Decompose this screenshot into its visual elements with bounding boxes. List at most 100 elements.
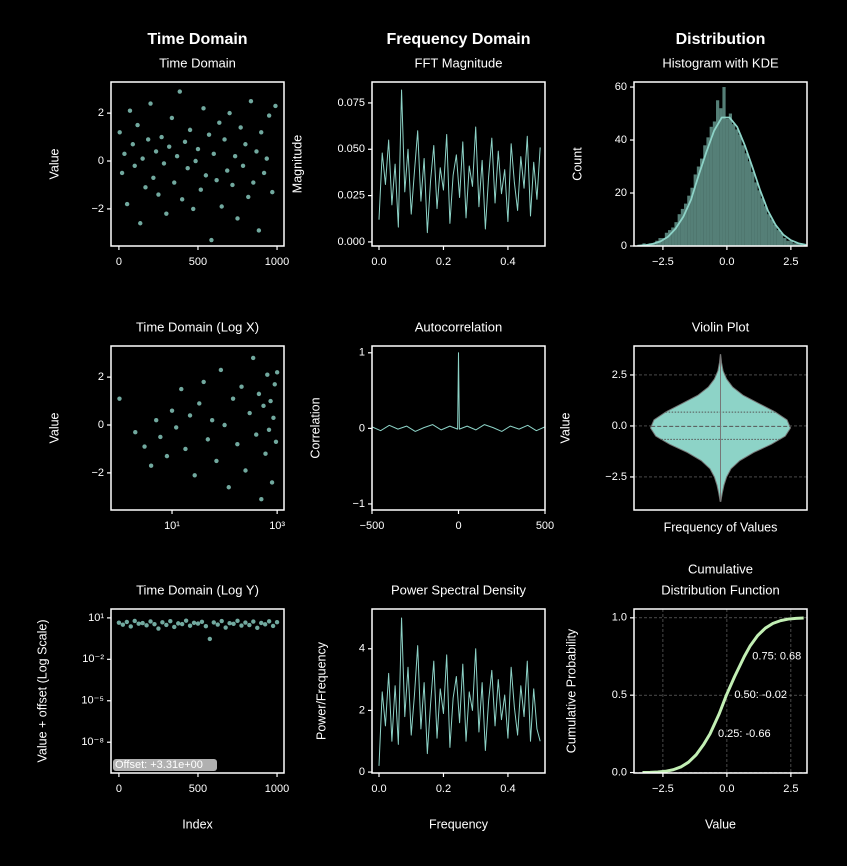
y-axis-label: Cumulative Probability	[564, 628, 578, 753]
point	[197, 401, 202, 406]
x-tick-label: 0.2	[436, 783, 451, 795]
point	[214, 458, 219, 464]
point	[187, 413, 193, 418]
bar	[780, 232, 784, 246]
annotation-box	[113, 759, 217, 771]
point	[232, 154, 238, 159]
bar	[719, 108, 723, 246]
point	[251, 180, 256, 185]
point	[239, 623, 244, 628]
x-tick-label: 1000	[265, 783, 289, 795]
point	[154, 418, 159, 423]
point	[256, 228, 262, 233]
point	[164, 622, 169, 628]
bar	[722, 87, 726, 246]
point	[270, 189, 275, 195]
plot-area	[642, 616, 804, 773]
bar	[744, 153, 749, 246]
x-tick-label: 0.0	[719, 783, 734, 795]
bar	[709, 126, 713, 246]
point	[238, 125, 243, 130]
point	[265, 372, 270, 377]
y-axis-label: Value	[47, 148, 61, 179]
point	[156, 192, 161, 197]
bar	[696, 166, 701, 246]
annotation: 0.75: 0.68	[752, 650, 801, 662]
x-tick-label: 10¹	[164, 520, 180, 532]
point	[148, 463, 154, 468]
point	[130, 142, 136, 147]
point	[226, 485, 231, 490]
point	[222, 422, 227, 428]
point	[254, 432, 259, 437]
point	[169, 408, 175, 413]
point	[133, 429, 138, 435]
bar	[680, 208, 685, 246]
point	[269, 480, 275, 485]
point	[177, 89, 182, 94]
point	[235, 441, 240, 447]
point	[119, 170, 125, 176]
x-tick-label: 10³	[269, 520, 285, 532]
axes-frame	[371, 81, 546, 247]
y-axis-label: Value + offset (Log Scale)	[35, 619, 49, 762]
y-tick-label: 1	[359, 347, 365, 359]
point	[187, 127, 193, 133]
bar	[773, 224, 777, 246]
point	[263, 451, 268, 456]
axes-frame	[371, 345, 546, 511]
point	[122, 151, 127, 157]
point	[124, 619, 130, 625]
panel-title: Histogram with KDE	[662, 55, 779, 70]
point	[235, 618, 240, 624]
x-tick-label: 0.2	[436, 256, 451, 268]
point	[199, 619, 205, 625]
annotation: Offset: +3.31e+00	[115, 759, 203, 771]
panel-title: Autocorrelation	[415, 319, 502, 334]
point	[183, 618, 189, 623]
point	[173, 425, 179, 430]
point	[161, 161, 167, 166]
y-tick-label: 0	[359, 766, 365, 778]
annotation: 0.50: -0.02	[734, 689, 787, 701]
panel-title: Distribution Function	[661, 582, 780, 597]
y-tick-label: 0.075	[337, 97, 365, 109]
point	[187, 623, 193, 628]
point	[230, 182, 235, 188]
y-tick-label: 0	[359, 422, 365, 434]
x-tick-label: −500	[360, 520, 385, 532]
bar	[664, 232, 669, 246]
y-tick-label: 0.0	[612, 420, 627, 432]
point	[144, 623, 149, 628]
plot-area	[116, 618, 280, 642]
line	[372, 352, 545, 432]
point	[223, 625, 228, 630]
point	[274, 619, 280, 625]
point	[192, 473, 197, 478]
point	[172, 180, 177, 185]
y-axis-label: Value	[47, 412, 61, 443]
x-axis-label: Index	[182, 817, 213, 831]
axes-frame	[110, 608, 285, 774]
bar	[760, 198, 765, 246]
y-tick-label: 0.000	[337, 236, 365, 248]
x-tick-label: 500	[189, 783, 207, 795]
bar	[728, 113, 733, 246]
point	[273, 103, 278, 109]
y-tick-label: 10⁻⁵	[81, 695, 104, 707]
point	[191, 620, 197, 626]
x-axis-label: Frequency	[429, 817, 489, 831]
point	[166, 144, 172, 149]
point	[117, 396, 122, 401]
point	[172, 624, 177, 630]
bar	[741, 145, 745, 246]
line	[642, 616, 804, 773]
point	[243, 142, 248, 147]
bar	[706, 137, 710, 246]
x-tick-label: −2.5	[652, 783, 674, 795]
bar	[716, 100, 720, 246]
panel-title: FFT Magnitude	[415, 55, 503, 70]
bar	[652, 243, 656, 246]
kde-line	[637, 116, 807, 246]
